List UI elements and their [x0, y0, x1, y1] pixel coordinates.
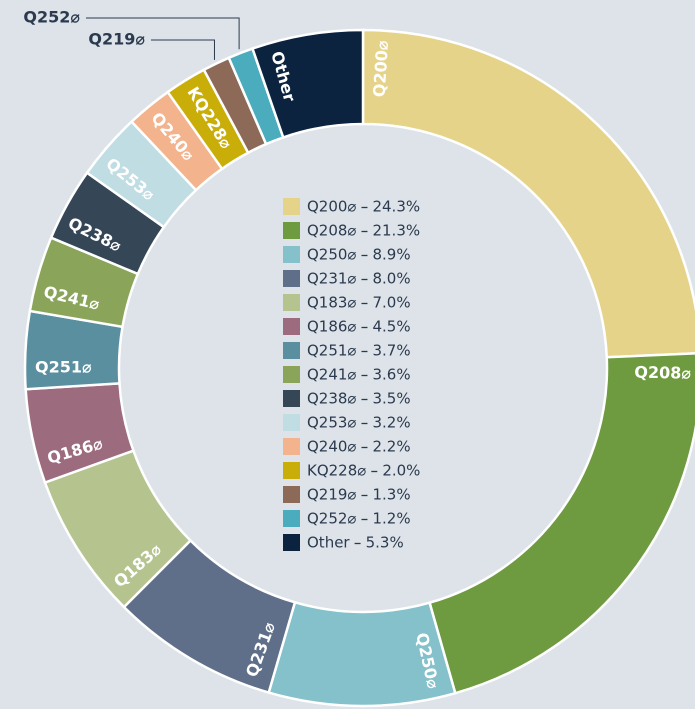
legend-label: KQ228⌀: [307, 462, 366, 480]
legend-swatch: [283, 510, 300, 527]
legend-value: 2.2%: [372, 438, 410, 456]
legend-value: 24.3%: [372, 198, 420, 216]
legend-value: 8.9%: [372, 246, 410, 264]
legend-value: 3.6%: [372, 366, 410, 384]
legend-label: Q253⌀: [307, 414, 356, 432]
segment-label: Q252⌀: [23, 8, 80, 27]
legend-value: 4.5%: [372, 318, 410, 336]
legend-swatch: [283, 318, 300, 335]
legend-swatch: [283, 342, 300, 359]
donut-segment: [361, 28, 695, 359]
legend-swatch: [283, 486, 300, 503]
legend-swatch: [283, 390, 300, 407]
legend-swatch: [283, 438, 300, 455]
legend-label: Q252⌀: [307, 510, 356, 528]
legend-value: 3.2%: [372, 414, 410, 432]
legend-label: Q238⌀: [307, 390, 356, 408]
legend-label: Q241⌀: [307, 366, 356, 384]
legend-swatch: [283, 198, 300, 215]
legend-label: Q186⌀: [307, 318, 356, 336]
segment-label: Q208⌀: [634, 363, 691, 383]
legend-label: Q251⌀: [307, 342, 356, 360]
legend-value: 3.7%: [372, 342, 410, 360]
legend-label: Q231⌀: [307, 270, 356, 288]
donut-segment: [428, 352, 695, 695]
segment-label: Q219⌀: [88, 30, 145, 49]
segment-label: Q251⌀: [35, 358, 92, 377]
legend-label: Q208⌀: [307, 222, 356, 240]
legend-value: 1.3%: [372, 486, 410, 504]
legend-label: Q200⌀: [307, 198, 356, 216]
legend-label: Q240⌀: [307, 438, 356, 456]
legend-label: Other: [307, 534, 350, 552]
legend-swatch: [283, 270, 300, 287]
legend-swatch: [283, 366, 300, 383]
donut-segment: [250, 28, 365, 139]
legend-label: Q183⌀: [307, 294, 356, 312]
leader-line: [86, 17, 240, 50]
legend-value: 5.3%: [366, 534, 404, 552]
legend-value: 21.3%: [372, 222, 420, 240]
legend-value: 7.0%: [372, 294, 410, 312]
legend-swatch: [283, 462, 300, 479]
legend-value: 3.5%: [372, 390, 410, 408]
leader-line: [151, 39, 215, 60]
legend-swatch: [283, 294, 300, 311]
segment-label: Q200⌀: [370, 40, 393, 98]
legend-swatch: [283, 222, 300, 239]
legend-value: 2.0%: [382, 462, 420, 480]
legend-swatch: [283, 534, 300, 551]
legend-swatch: [283, 246, 300, 263]
legend-swatch: [283, 414, 300, 431]
legend-label: Q250⌀: [307, 246, 356, 264]
legend-value: 8.0%: [372, 270, 410, 288]
legend-label: Q219⌀: [307, 486, 356, 504]
legend-value: 1.2%: [372, 510, 410, 528]
